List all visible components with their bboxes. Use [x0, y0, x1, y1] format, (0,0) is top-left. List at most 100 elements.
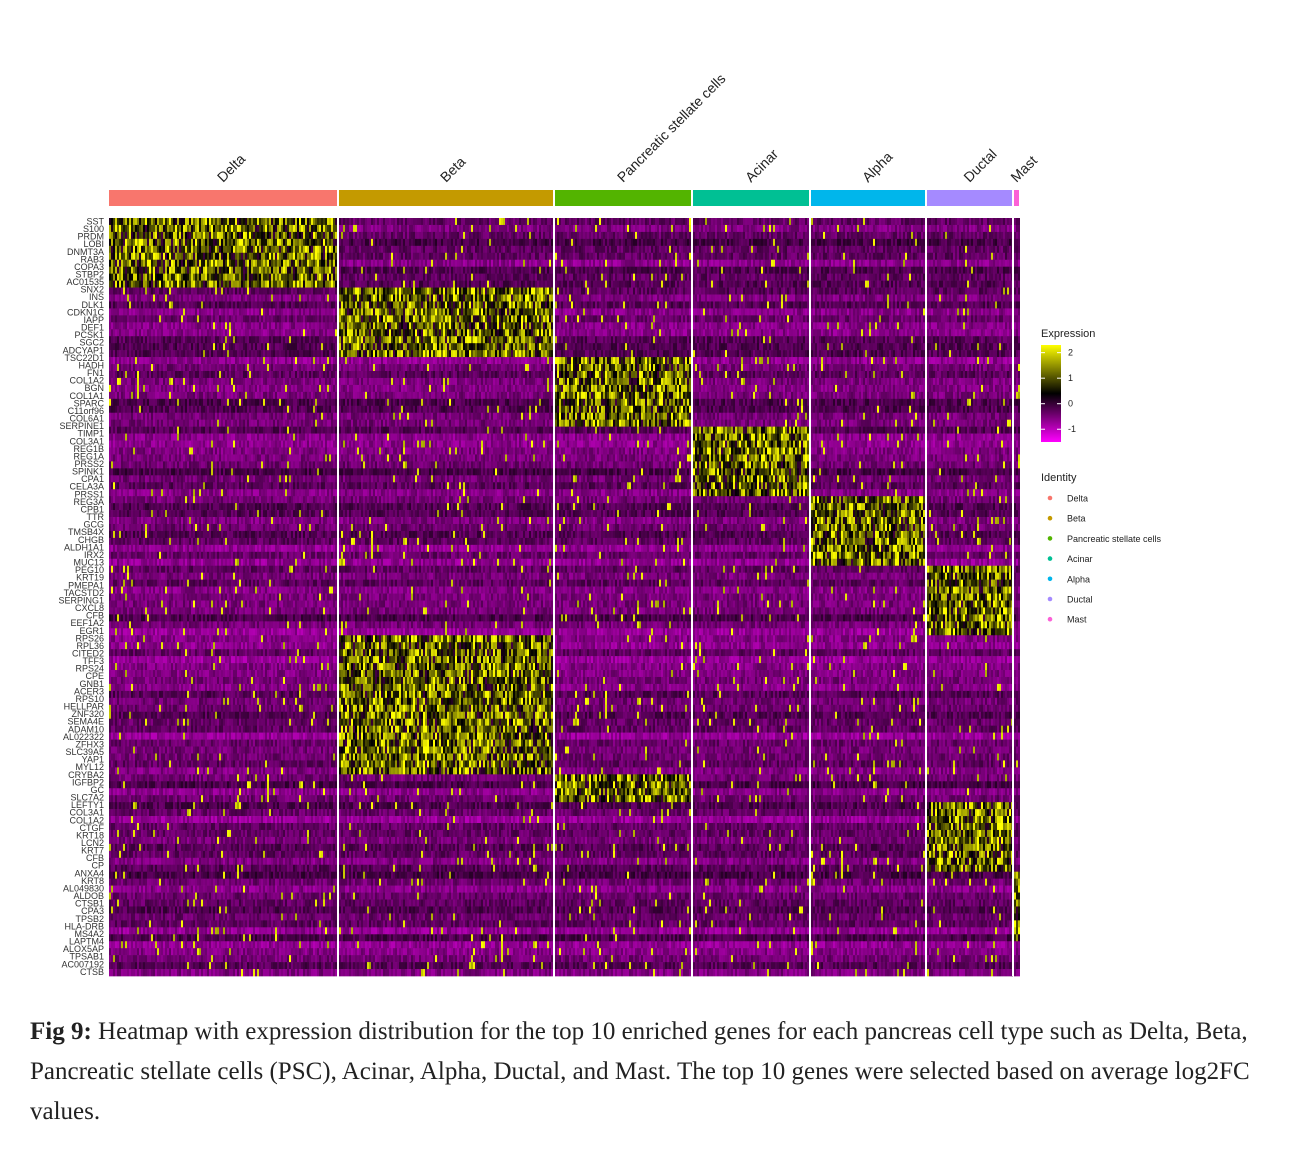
heatmap-cell [917, 218, 919, 225]
heatmap-cell [823, 218, 825, 225]
heatmap-cell [135, 225, 137, 232]
heatmap-cell [189, 232, 191, 239]
heatmap-cell [721, 225, 723, 232]
heatmap-cell [147, 225, 149, 232]
heatmap-cell [315, 225, 317, 232]
heatmap-cell [739, 218, 741, 225]
heatmap-cell [505, 225, 507, 232]
heatmap-cell [293, 232, 295, 239]
heatmap-cell [961, 225, 963, 232]
heatmap-cell [217, 225, 219, 232]
heatmap-cell [177, 232, 179, 239]
heatmap-cell [247, 225, 249, 232]
heatmap-cell [593, 218, 595, 225]
heatmap-cell [325, 218, 327, 225]
heatmap-cell [493, 225, 495, 232]
heatmap-cell [375, 225, 377, 232]
heatmap-cell [431, 218, 433, 225]
heatmap-cell [395, 218, 397, 225]
heatmap-cell [665, 218, 667, 225]
heatmap-cell [623, 225, 625, 232]
heatmap-cell [701, 218, 703, 225]
heatmap-cell [893, 218, 895, 225]
heatmap-cell [297, 218, 299, 225]
heatmap-cell [397, 218, 399, 225]
heatmap-cell [807, 218, 809, 225]
heatmap-cell [779, 225, 781, 232]
heatmap-cell [741, 225, 743, 232]
heatmap-cell [939, 218, 941, 225]
heatmap-cell [175, 218, 177, 225]
heatmap-cell [301, 218, 303, 225]
heatmap-cell [181, 225, 183, 232]
heatmap-cell [541, 225, 543, 232]
heatmap-cell [221, 232, 223, 239]
heatmap-cell [313, 218, 315, 225]
heatmap-cell [437, 218, 439, 225]
heatmap-cell [753, 225, 755, 232]
heatmap-cell [219, 232, 221, 239]
heatmap-cell [619, 225, 621, 232]
heatmap-cell [981, 225, 983, 232]
heatmap-cell [127, 225, 129, 232]
heatmap-cell [535, 218, 537, 225]
heatmap-cell [279, 232, 281, 239]
heatmap-cell [155, 218, 157, 225]
heatmap-cell [243, 225, 245, 232]
heatmap-cell [859, 218, 861, 225]
heatmap-cell [389, 225, 391, 232]
heatmap-cell [481, 225, 483, 232]
heatmap-cell [537, 225, 539, 232]
heatmap-cell [309, 225, 311, 232]
heatmap-cell [485, 225, 487, 232]
heatmap-cell [487, 225, 489, 232]
heatmap-cell [877, 218, 879, 225]
heatmap-cell [255, 225, 257, 232]
heatmap-cell [675, 218, 677, 225]
heatmap-cell [127, 218, 129, 225]
heatmap-cell [349, 218, 351, 225]
heatmap-cell [755, 225, 757, 232]
heatmap-cell [743, 218, 745, 225]
heatmap-cell [111, 232, 113, 239]
heatmap-cell [351, 218, 353, 225]
heatmap-cell [555, 218, 557, 225]
heatmap-cell [941, 218, 943, 225]
heatmap-cell [385, 218, 387, 225]
heatmap-cell [935, 225, 937, 232]
heatmap-cell [377, 218, 379, 225]
heatmap-cell [275, 225, 277, 232]
group-label-acinar: Acinar [742, 146, 782, 186]
heatmap-cell [237, 218, 239, 225]
heatmap-cell [971, 225, 973, 232]
heatmap-cell [959, 218, 961, 225]
heatmap-cell [275, 232, 277, 239]
heatmap-cell [1018, 225, 1020, 232]
heatmap-cell [819, 225, 821, 232]
heatmap-cell [199, 218, 201, 225]
heatmap-cell [907, 225, 909, 232]
heatmap-cell [1005, 225, 1007, 232]
heatmap-cell [915, 218, 917, 225]
heatmap-cell [767, 218, 769, 225]
heatmap-cell [733, 218, 735, 225]
heatmap-cell [545, 218, 547, 225]
heatmap-cell [1009, 225, 1011, 232]
heatmap-cell [861, 218, 863, 225]
heatmap-cell [887, 225, 889, 232]
heatmap-cell [177, 218, 179, 225]
heatmap-cell [515, 225, 517, 232]
heatmap-cell [853, 225, 855, 232]
group-label-beta: Beta [437, 153, 469, 185]
heatmap-cell [913, 218, 915, 225]
heatmap-cell [595, 225, 597, 232]
heatmap-cell [683, 225, 685, 232]
heatmap-cell [135, 232, 137, 239]
heatmap-cell [941, 225, 943, 232]
heatmap-cell [361, 218, 363, 225]
heatmap-cell [299, 218, 301, 225]
heatmap-cell [317, 218, 319, 225]
heatmap-cell [195, 218, 197, 225]
heatmap-cell [625, 218, 627, 225]
heatmap-cell [257, 232, 259, 239]
